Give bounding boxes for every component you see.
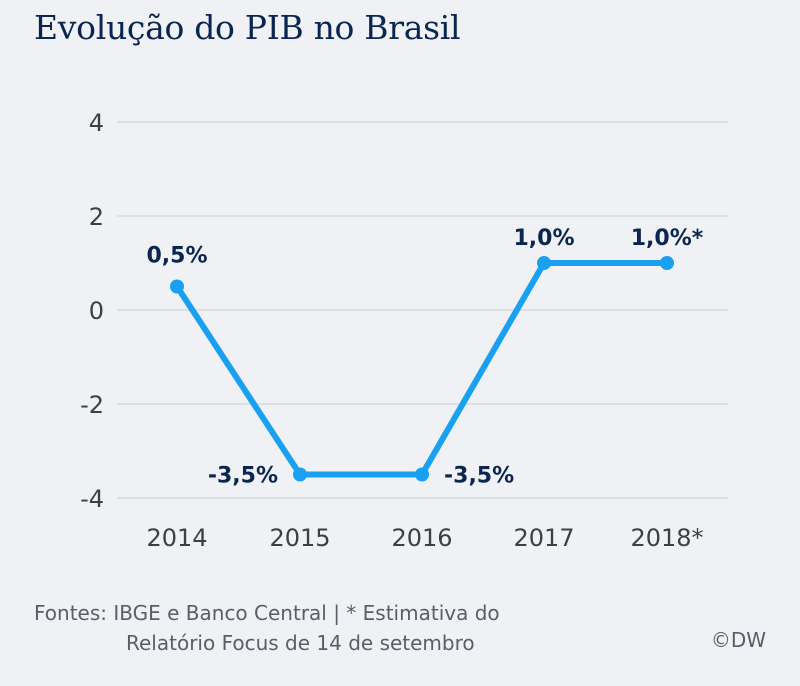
data-label: -3,5% — [444, 464, 514, 489]
y-tick-label: 2 — [89, 203, 104, 231]
y-tick-label: -2 — [80, 391, 104, 419]
y-tick-label: 0 — [89, 297, 104, 325]
x-tick-label: 2014 — [146, 524, 207, 552]
series-line — [174, 260, 667, 478]
x-tick-label: 2017 — [513, 524, 574, 552]
x-tick-label: 2018* — [630, 524, 703, 552]
y-tick-label: -4 — [80, 485, 104, 513]
source-note: Fontes: IBGE e Banco Central | * Estimat… — [34, 598, 500, 658]
data-point — [537, 256, 551, 270]
dw-credit: ©DW — [710, 628, 766, 652]
data-point — [170, 279, 184, 294]
data-point — [415, 467, 429, 482]
line-chart: 4 2 0 -2 -4 2014 2015 2016 2017 2018* 0,5% -3,5% -… — [80, 109, 728, 552]
source-line-2: Relatório Focus de 14 de setembro — [126, 631, 475, 655]
source-line-1: Fontes: IBGE e Banco Central | * Estimat… — [34, 601, 500, 625]
y-tick-label: 4 — [89, 109, 104, 137]
chart-title: Evolução do PIB no Brasil — [34, 8, 461, 47]
x-tick-label: 2015 — [269, 524, 330, 552]
data-label: 0,5% — [146, 244, 207, 269]
data-label: 1,0%* — [631, 226, 704, 251]
data-label: 1,0% — [513, 226, 574, 251]
x-tick-label: 2016 — [391, 524, 452, 552]
data-label: -3,5% — [208, 464, 278, 489]
data-point — [293, 467, 307, 482]
data-point — [660, 256, 674, 270]
